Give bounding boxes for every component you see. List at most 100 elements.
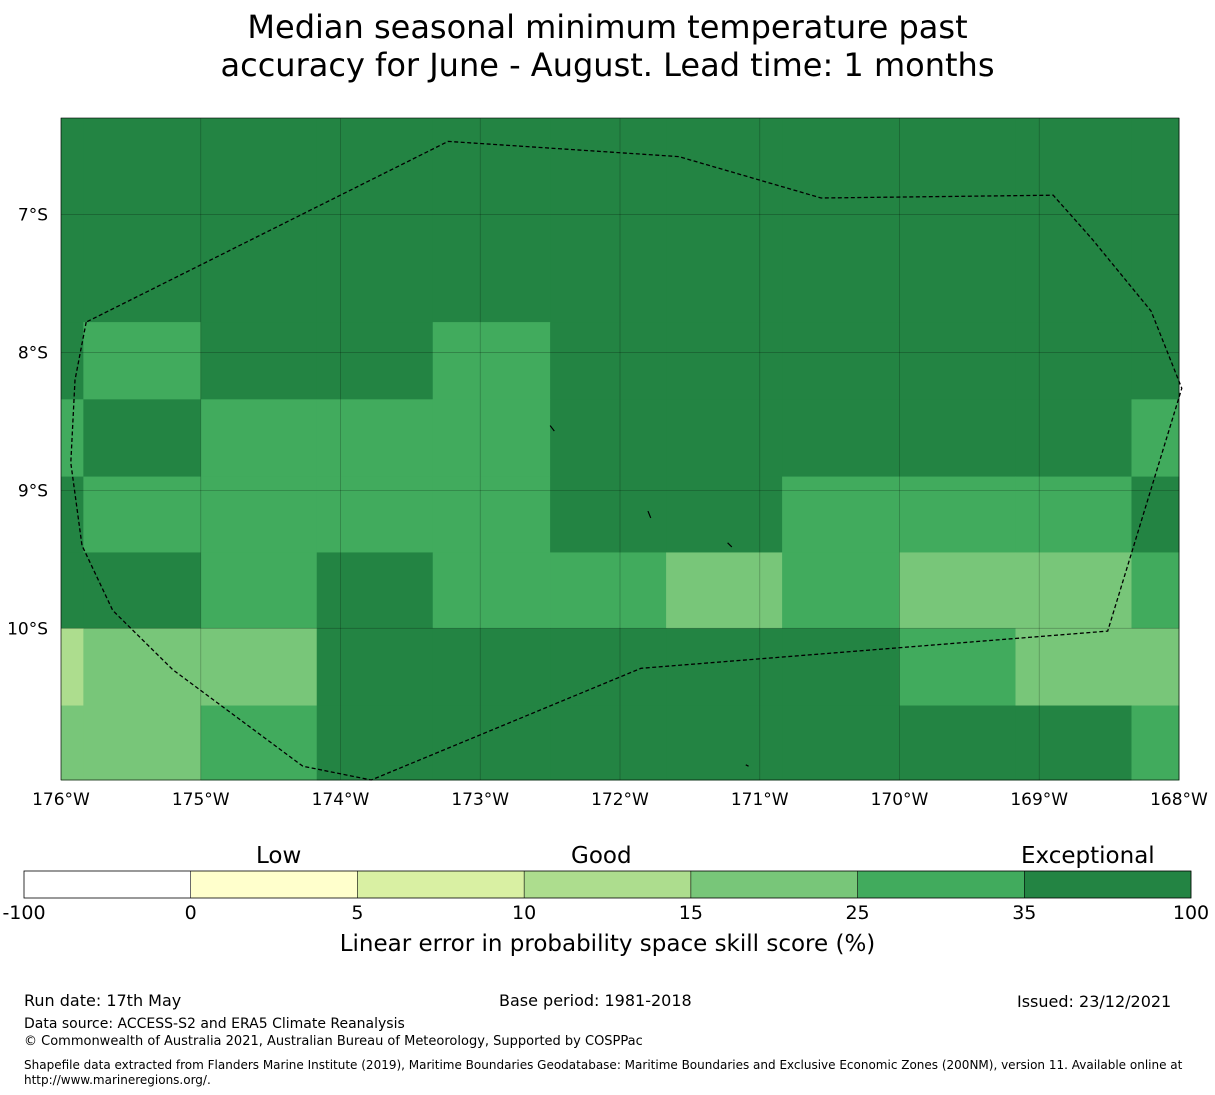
colorbar-segment	[1024, 871, 1192, 898]
lat-tick-label: 8°S	[18, 343, 48, 363]
grid-cell	[316, 628, 434, 707]
islands	[549, 425, 749, 767]
lon-tick-label: 173°W	[451, 790, 509, 810]
colorbar-segment	[857, 871, 1025, 898]
title-line-2: accuracy for June - August. Lead time: 1…	[220, 46, 995, 84]
grid-cell	[83, 476, 202, 553]
grid-cell	[1015, 118, 1132, 323]
grid-cell	[316, 552, 434, 629]
lat-tick-label: 7°S	[18, 206, 48, 226]
lon-tick-label: 175°W	[172, 790, 230, 810]
grid-cell	[61, 705, 84, 781]
grid-cell	[666, 628, 783, 707]
island-outline	[727, 542, 733, 548]
grid-cell	[83, 399, 202, 478]
grid-cell	[1015, 322, 1132, 400]
grid-cell	[899, 628, 1016, 707]
grid-cell	[782, 399, 900, 478]
colorbar-segment	[690, 871, 858, 898]
grid-cell	[316, 476, 434, 553]
grid-cell	[432, 705, 551, 781]
colorbar-tick: -100	[2, 902, 46, 924]
grid-cell	[899, 705, 1016, 781]
grid-cell	[666, 399, 783, 478]
grid-cell	[550, 705, 667, 781]
category-good: Good	[571, 843, 632, 869]
grid-cell	[782, 476, 900, 553]
grid-cell	[899, 552, 1016, 629]
grid-cell	[61, 476, 84, 553]
grid-cell	[782, 322, 900, 400]
grid-cell	[432, 476, 551, 553]
grid-cell	[782, 705, 900, 781]
grid-cell	[200, 628, 318, 707]
grid-cell	[1131, 476, 1180, 553]
grid-cell	[316, 118, 434, 323]
grid-cell	[550, 552, 667, 629]
grid-cell	[666, 118, 783, 323]
grid-cell	[1131, 552, 1180, 629]
grid-cell	[782, 552, 900, 629]
grid-cell	[61, 552, 84, 629]
grid-cell	[200, 118, 318, 323]
grid-cell	[200, 399, 318, 478]
colorbar-tick: 35	[1012, 902, 1037, 924]
grid-cell	[61, 322, 84, 400]
colorbar-segment	[24, 871, 192, 898]
island-outline	[745, 764, 749, 767]
lat-tick-label: 10°S	[7, 619, 48, 639]
grid-cell	[1015, 476, 1132, 553]
lat-tick-label: 9°S	[18, 481, 48, 501]
grid-cell	[432, 399, 551, 478]
grid-cell	[1131, 705, 1180, 781]
grid-cell	[550, 399, 667, 478]
grid-cell	[200, 476, 318, 553]
colorbar-label: Linear error in probability space skill …	[339, 931, 876, 957]
grid-cell	[782, 628, 900, 707]
colorbar-segment	[524, 871, 692, 898]
map-frame	[60, 117, 1180, 781]
grid-cell	[1015, 628, 1132, 707]
colorbar-tick: 15	[678, 902, 703, 924]
issued-date: Issued: 23/12/2021	[1017, 992, 1172, 1011]
grid-cell	[61, 628, 84, 707]
eez-boundary	[70, 140, 1183, 781]
grid-cell	[432, 552, 551, 629]
grid-cell	[666, 552, 783, 629]
grid-cell	[432, 322, 551, 400]
grid-cell	[550, 118, 667, 323]
grid-cell	[899, 399, 1016, 478]
grid-cell	[899, 118, 1016, 323]
copyright: © Commonwealth of Australia 2021, Austra…	[24, 1034, 643, 1049]
grid-cell	[899, 476, 1016, 553]
run-date: Run date: 17th May	[24, 991, 182, 1010]
grid-cell	[666, 705, 783, 781]
grid-cell	[200, 705, 318, 781]
lon-tick-label: 168°W	[1150, 790, 1208, 810]
grid-cell	[1015, 705, 1132, 781]
grid-cell	[550, 476, 667, 553]
grid-cell	[1131, 399, 1180, 478]
data-source: Data source: ACCESS-S2 and ERA5 Climate …	[24, 1016, 405, 1032]
colorbar-tick: 100	[1172, 902, 1210, 924]
grid-cell	[316, 705, 434, 781]
grid-cell	[782, 118, 900, 323]
grid-cell	[83, 628, 202, 707]
lon-tick-label: 176°W	[32, 790, 90, 810]
colorbar-outline	[23, 870, 1192, 899]
grid-cell	[1131, 118, 1180, 323]
grid-cell	[316, 322, 434, 400]
grid-cell	[1015, 552, 1132, 629]
grid-cell	[1131, 628, 1180, 707]
colorbar-segment	[190, 871, 358, 898]
grid-cell	[899, 322, 1016, 400]
grid-cell	[550, 322, 667, 400]
grid-cell	[1015, 399, 1132, 478]
lon-tick-label: 170°W	[871, 790, 929, 810]
lon-tick-label: 174°W	[312, 790, 370, 810]
colorbar	[23, 870, 1192, 899]
grid-cell	[432, 628, 551, 707]
category-low: Low	[256, 843, 302, 869]
grid-cell	[83, 705, 202, 781]
